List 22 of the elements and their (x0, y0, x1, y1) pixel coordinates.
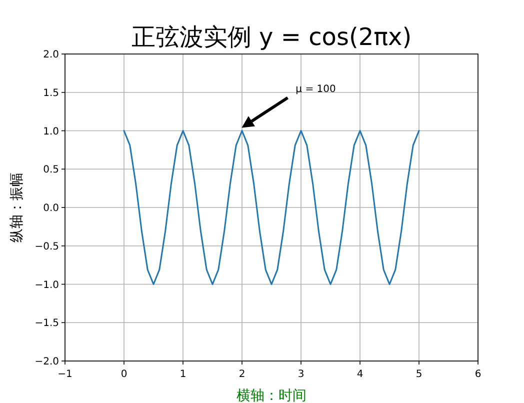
line-series (123, 130, 420, 285)
y-tick-label: 0.0 (43, 203, 59, 214)
x-tick-label: 4 (356, 369, 364, 380)
y-tick-label: 1.0 (43, 126, 59, 138)
y-tick-label: 0.5 (43, 164, 59, 176)
y-tick-label: −1.0 (34, 280, 59, 291)
x-tick-label: 3 (298, 369, 304, 380)
x-axis-title: 横轴：时间 (236, 388, 306, 403)
y-tick-label: −2.0 (34, 356, 59, 368)
y-tick-label: −1.5 (34, 318, 59, 330)
annotation: μ = 100 (296, 84, 336, 95)
x-tick-label: 2 (238, 369, 246, 380)
y-tick-label: 2.0 (43, 50, 59, 60)
y-axis-title: 纵轴：振幅 (9, 172, 25, 242)
x-tick-label: 1 (180, 369, 186, 380)
x-tick-label: 0 (120, 369, 128, 380)
x-tick-label: 5 (416, 369, 422, 380)
y-tick-label: −0.5 (34, 241, 59, 252)
x-tick-label: 6 (474, 369, 482, 380)
y-tick-label: 1.5 (43, 88, 59, 99)
chart-title: 正弦波实例 y = cos(2πx) (131, 23, 412, 51)
x-tick-label: −1 (58, 369, 72, 380)
